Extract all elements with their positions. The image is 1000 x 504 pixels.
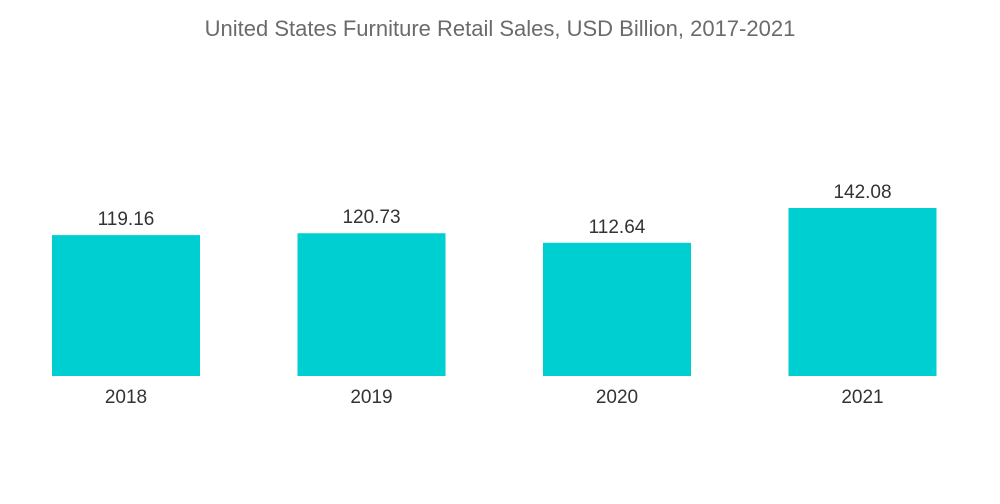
bars-layer (52, 208, 937, 376)
data-label-2018: 119.16 (98, 209, 155, 230)
bar-2019 (297, 233, 446, 376)
bar-2018 (52, 235, 200, 376)
bar-2020 (543, 242, 691, 376)
labels-layer: 119.16 2018 120.73 2019 112.64 2020 142.08 2021 (98, 182, 892, 408)
x-tick-label-2020: 2020 (596, 387, 638, 408)
data-label-2020: 112.64 (589, 217, 646, 238)
chart-title: United States Furniture Retail Sales, US… (204, 16, 796, 41)
data-label-2019: 120.73 (342, 207, 400, 228)
bar-2021 (788, 208, 937, 376)
x-tick-label-2021: 2021 (841, 387, 883, 408)
data-label-2021: 142.08 (833, 182, 891, 203)
x-tick-label-2019: 2019 (350, 387, 392, 408)
x-tick-label-2018: 2018 (105, 387, 147, 408)
